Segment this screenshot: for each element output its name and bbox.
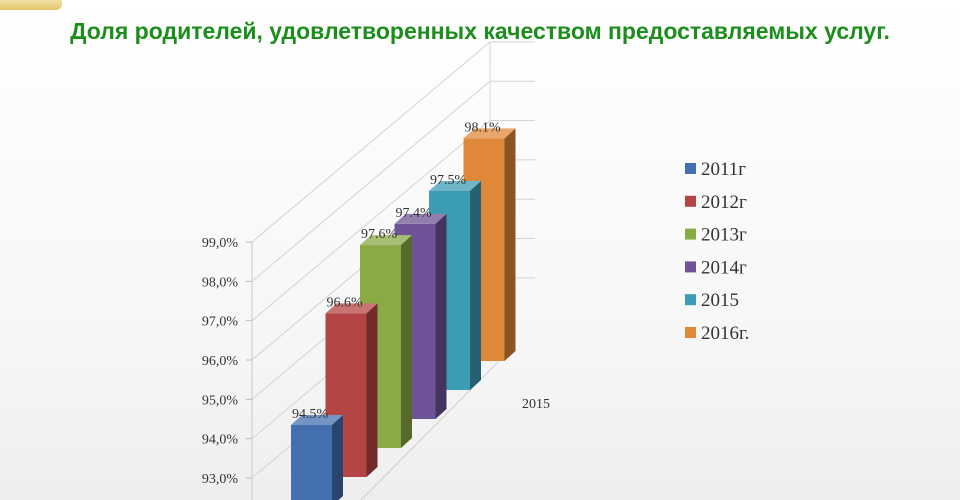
gridline xyxy=(251,120,491,322)
legend-label: 2014г xyxy=(701,257,747,278)
legend-item: 2012г xyxy=(685,192,747,213)
data-label: 97.6% xyxy=(361,227,398,242)
data-label: 97.4% xyxy=(396,206,433,221)
data-label: 98.1% xyxy=(465,120,502,135)
bar-2011г: 94.5% xyxy=(291,407,343,500)
x-category-label: 2015 xyxy=(522,397,550,412)
data-label: 97.5% xyxy=(430,173,467,188)
bar-2015: 97.5% xyxy=(429,173,481,390)
bar-side xyxy=(504,128,516,361)
bar-front xyxy=(291,425,332,500)
legend-swatch xyxy=(685,195,696,207)
gridline xyxy=(251,80,491,282)
legend-label: 2016г. xyxy=(701,323,749,344)
legend-item: 2014г xyxy=(685,257,747,278)
chart-legend: 2011г 2012г 2013г 2014г 2015 2016г. xyxy=(685,159,749,344)
bar-side xyxy=(332,415,343,500)
legend-swatch xyxy=(685,327,696,338)
gridline xyxy=(251,41,491,243)
bar-side xyxy=(401,235,412,448)
legend-item: 2013г xyxy=(685,225,747,246)
bar-top xyxy=(325,303,378,314)
legend-swatch xyxy=(685,163,696,174)
y-tick-label: 95,0% xyxy=(202,393,239,408)
corner-decoration xyxy=(0,0,62,10)
bar-side xyxy=(470,180,481,390)
bar-side xyxy=(366,303,378,477)
y-tick-label: 99,0% xyxy=(202,236,239,251)
data-label: 96.6% xyxy=(327,295,364,310)
y-tick-label: 97,0% xyxy=(202,315,239,330)
legend-swatch xyxy=(685,294,696,306)
y-tick-label: 93,0% xyxy=(202,472,239,487)
legend-item: 2015 xyxy=(685,290,739,311)
y-tick-label: 98,0% xyxy=(202,275,239,290)
page-title: Доля родителей, удовлетворенных качество… xyxy=(70,18,890,44)
legend-label: 2011г xyxy=(701,159,746,180)
y-tick-label: 96,0% xyxy=(202,354,239,369)
legend-label: 2013г xyxy=(701,225,747,246)
x-axis-categories: 2015 xyxy=(522,397,550,412)
legend-swatch xyxy=(685,261,696,273)
chart-bars: 98.1% 97.5% 97.4% 97.6% 96.6% 94.5% xyxy=(291,120,516,500)
legend-label: 2012г xyxy=(701,192,747,213)
legend-swatch xyxy=(685,228,696,240)
legend-item: 2016г. xyxy=(685,323,749,344)
bar-top xyxy=(463,128,516,139)
data-label: 94.5% xyxy=(292,407,329,422)
legend-item: 2011г xyxy=(685,159,746,180)
bar-top xyxy=(429,180,481,191)
bar-top xyxy=(394,213,447,224)
y-tick-label: 94,0% xyxy=(202,433,239,448)
bar-top xyxy=(360,235,412,246)
y-axis-ticks: 93,0% 94,0% 95,0% 96,0% 97,0% 98,0% 99,0% xyxy=(202,236,239,487)
bar-top xyxy=(291,415,343,425)
bar-side xyxy=(435,213,447,419)
legend-label: 2015 xyxy=(701,290,739,311)
